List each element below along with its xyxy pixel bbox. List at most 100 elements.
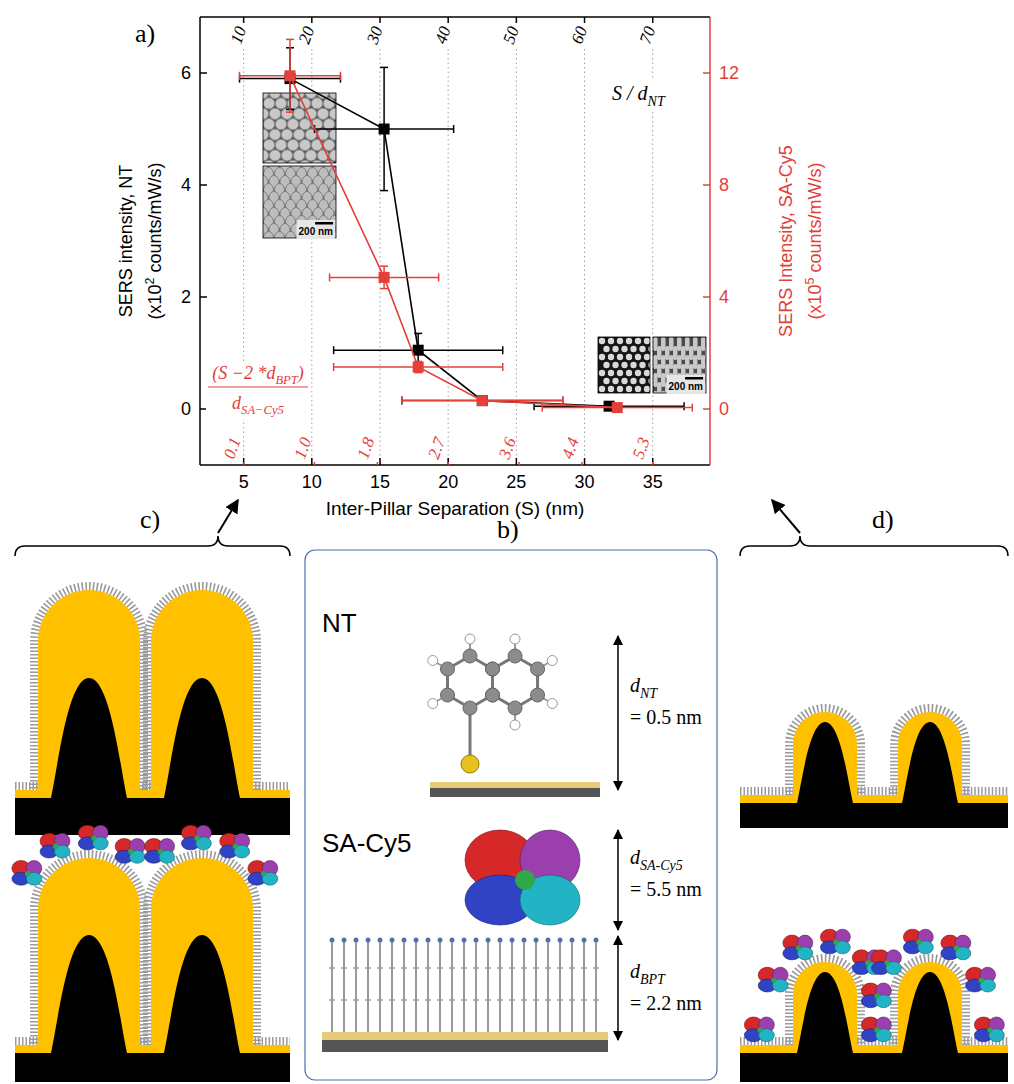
protein-core <box>53 844 58 849</box>
bpt-ring <box>353 967 359 969</box>
text-part: SA−Cy5 <box>241 403 284 417</box>
data <box>240 39 693 413</box>
sem-particle <box>685 355 690 369</box>
dimension-symbol: dNT <box>630 674 658 701</box>
protein <box>941 935 971 960</box>
panel-box <box>305 550 717 1080</box>
x2-axis <box>200 16 710 18</box>
bpt-molecule <box>475 942 477 1032</box>
x2-tick-label: 60 <box>567 23 591 46</box>
bpt-ring <box>437 967 443 969</box>
protein <box>220 833 250 858</box>
hydrogen <box>510 634 520 644</box>
text-part: NT <box>639 686 658 701</box>
x3-tick <box>652 462 654 465</box>
bpt-ring <box>377 999 383 1001</box>
text-part: ) <box>297 363 304 384</box>
y-axis <box>199 17 201 465</box>
error-cap <box>692 404 694 412</box>
protein-core <box>954 946 959 951</box>
carbon <box>508 701 522 715</box>
bpt-head <box>522 938 527 943</box>
error-cap <box>340 72 342 80</box>
gold-film <box>740 1045 1008 1053</box>
x2-tick <box>516 17 518 23</box>
text-part: BPT <box>275 373 298 387</box>
bpt-head <box>534 938 539 943</box>
substrate <box>740 803 1008 828</box>
bpt-ring <box>365 967 371 969</box>
bpt-ring <box>485 967 491 969</box>
protein <box>861 983 891 1008</box>
bpt-molecule <box>403 942 405 1032</box>
sem-particle <box>305 150 316 161</box>
sem-particle <box>635 338 641 344</box>
bpt-molecule <box>571 942 573 1032</box>
sem-particle <box>275 119 286 130</box>
text-part: counts/mW/s) <box>805 162 825 277</box>
carbon <box>531 662 545 676</box>
sem-particle <box>697 346 702 360</box>
panel-label: c) <box>140 505 160 534</box>
x2-tick <box>584 17 586 23</box>
error-cap <box>333 346 335 354</box>
pillar-scene <box>15 590 290 835</box>
protein <box>903 929 933 954</box>
gold-substrate <box>322 1032 608 1040</box>
inset-frame <box>263 166 336 238</box>
bpt-ring <box>593 967 599 969</box>
bpt-ring <box>449 967 455 969</box>
y2-tick-label: 8 <box>719 175 729 195</box>
data-point <box>379 272 390 283</box>
sem-particle <box>299 139 310 150</box>
sulfur <box>461 755 479 773</box>
sem-particle <box>681 346 686 360</box>
sem-particle <box>635 370 641 376</box>
bpt-head <box>462 938 467 943</box>
protein-core <box>874 1027 879 1032</box>
sem-particle <box>599 354 605 360</box>
x3-tick <box>581 462 583 465</box>
x3-tick <box>314 462 316 465</box>
y-tick-label: 4 <box>181 175 191 195</box>
x3-tick-label: 1.0 <box>290 434 315 461</box>
sem-particle <box>626 386 632 392</box>
sem-particle <box>639 378 645 384</box>
sem-particle <box>617 338 623 344</box>
bpt-head <box>414 938 419 943</box>
bpt-ring <box>557 967 563 969</box>
substrate <box>15 1053 290 1082</box>
molecular-layer <box>740 712 1008 795</box>
bpt-molecule <box>511 942 513 1032</box>
x-tick-label: 30 <box>575 472 595 492</box>
y-axis-title: (x102 counts/mW/s) <box>143 162 165 319</box>
sem-particle <box>311 160 322 163</box>
gold-pillar <box>898 712 962 803</box>
error-cap <box>438 273 440 281</box>
protein-core <box>91 836 96 841</box>
x3-tick <box>377 462 379 465</box>
arrow <box>617 936 619 1040</box>
brace <box>15 536 290 556</box>
sem-particle <box>293 129 304 140</box>
y2-tick-label: 4 <box>719 287 729 307</box>
sem-particle <box>669 337 674 351</box>
scale-bar <box>315 222 333 225</box>
protein-core <box>796 946 801 951</box>
bpt-head <box>546 938 551 943</box>
bpt-molecule <box>415 942 417 1032</box>
sem-particle <box>311 98 322 109</box>
x-tick-label: 5 <box>239 472 249 492</box>
data-point <box>413 362 424 373</box>
sem-inset <box>653 337 706 393</box>
protein <box>820 929 850 954</box>
bpt-head <box>570 938 575 943</box>
sem-particle <box>621 362 627 368</box>
data-point <box>379 124 390 135</box>
bpt-ring <box>497 999 503 1001</box>
protein-core <box>757 1027 762 1032</box>
bpt-ring <box>389 999 395 1001</box>
bpt-head <box>450 938 455 943</box>
bpt-ring <box>593 999 599 1001</box>
bpt-ring <box>461 967 467 969</box>
